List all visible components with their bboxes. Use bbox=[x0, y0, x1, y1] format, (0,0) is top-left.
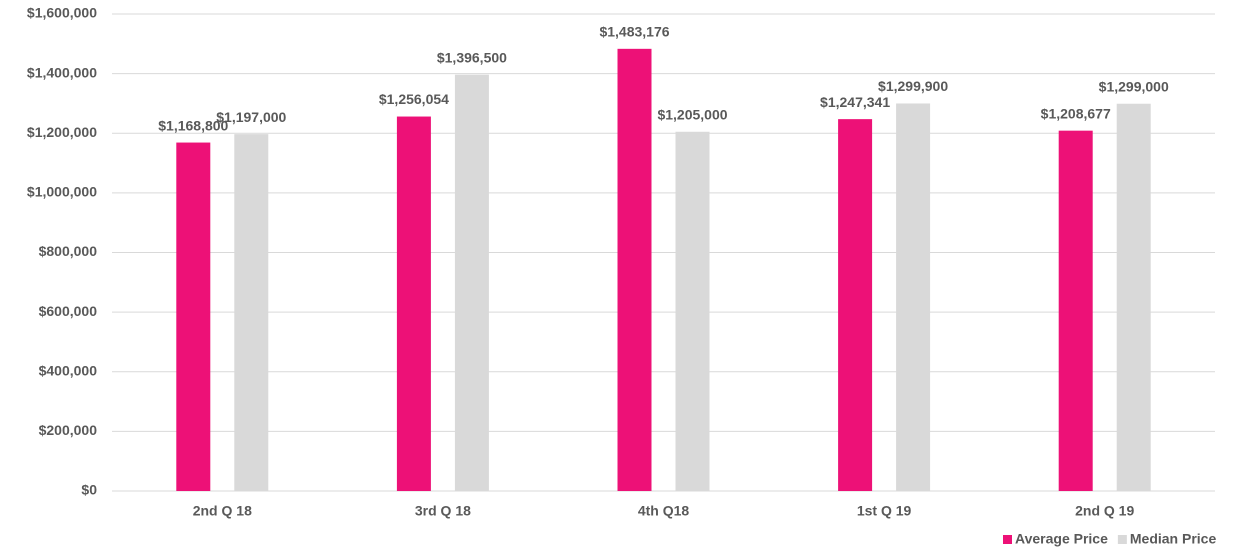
x-tick-label: 4th Q18 bbox=[638, 503, 690, 519]
bar bbox=[617, 48, 652, 491]
data-label: $1,396,500 bbox=[437, 49, 507, 65]
y-tick-label: $1,600,000 bbox=[27, 5, 97, 21]
bar bbox=[838, 119, 873, 491]
y-tick-label: $400,000 bbox=[39, 362, 98, 378]
y-tick-label: $0 bbox=[81, 482, 97, 498]
x-tick-label: 1st Q 19 bbox=[857, 503, 912, 519]
bar bbox=[176, 142, 211, 491]
data-label: $1,197,000 bbox=[216, 109, 286, 125]
y-tick-label: $1,000,000 bbox=[27, 184, 97, 200]
legend-swatch bbox=[1003, 535, 1012, 544]
data-label: $1,299,900 bbox=[878, 78, 948, 94]
x-tick-label: 2nd Q 18 bbox=[193, 503, 252, 519]
data-label: $1,483,176 bbox=[599, 24, 669, 40]
data-label: $1,247,341 bbox=[820, 94, 890, 110]
legend-label: Median Price bbox=[1130, 531, 1217, 547]
y-tick-label: $1,400,000 bbox=[27, 64, 97, 80]
data-label: $1,299,000 bbox=[1099, 78, 1169, 94]
legend-swatch bbox=[1117, 535, 1127, 544]
bar bbox=[896, 103, 931, 491]
bar bbox=[454, 74, 489, 492]
y-tick-label: $1,200,000 bbox=[27, 124, 97, 140]
y-tick-label: $600,000 bbox=[39, 303, 98, 319]
bar bbox=[234, 134, 269, 491]
bar bbox=[1116, 103, 1151, 491]
data-label: $1,208,677 bbox=[1041, 105, 1111, 121]
data-label: $1,205,000 bbox=[657, 106, 727, 122]
bar bbox=[396, 116, 431, 491]
y-tick-label: $200,000 bbox=[39, 422, 98, 438]
x-tick-label: 3rd Q 18 bbox=[415, 503, 471, 519]
data-label: $1,256,054 bbox=[379, 91, 449, 107]
data-label: $1,168,800 bbox=[158, 117, 228, 133]
bar bbox=[675, 131, 710, 491]
bar bbox=[1058, 130, 1093, 492]
x-tick-label: 2nd Q 19 bbox=[1075, 503, 1134, 519]
y-tick-label: $800,000 bbox=[39, 243, 98, 259]
legend-label: Average Price bbox=[1015, 531, 1108, 547]
